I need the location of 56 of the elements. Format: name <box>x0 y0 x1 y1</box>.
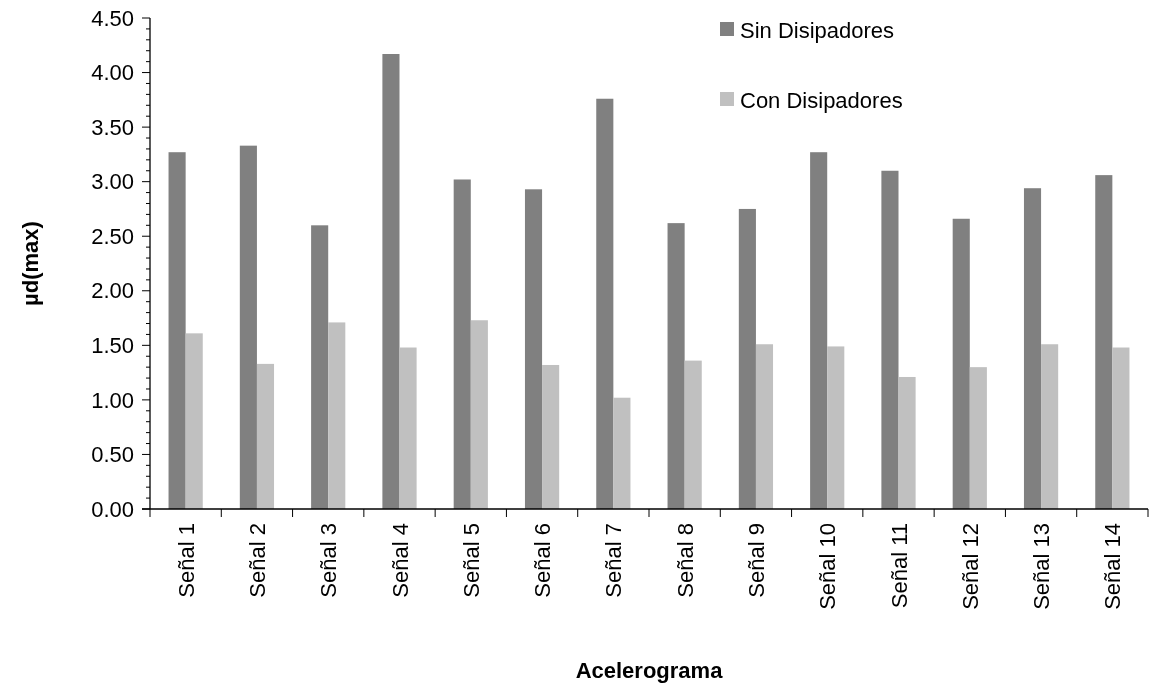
bar <box>969 367 987 509</box>
y-tick-label: 1.00 <box>91 387 134 413</box>
bar <box>1095 175 1113 509</box>
legend-label: Sin Disipadores <box>740 17 895 43</box>
bar <box>952 218 970 509</box>
bar <box>524 189 543 509</box>
bar <box>1112 347 1130 509</box>
y-tick-label: 4.00 <box>91 60 134 86</box>
bar <box>382 54 400 509</box>
bar <box>755 344 774 509</box>
bar <box>185 333 203 509</box>
bar <box>542 364 560 509</box>
bar <box>684 360 702 509</box>
bar <box>453 179 471 509</box>
bar <box>328 322 346 509</box>
bar <box>256 363 275 509</box>
bar <box>738 208 756 509</box>
y-tick-label: 2.00 <box>91 278 134 304</box>
bar <box>1023 188 1042 509</box>
x-tick-label: Señal 14 <box>1100 523 1126 610</box>
y-axis-title: µd(max) <box>18 221 43 306</box>
bar <box>881 170 899 509</box>
bar <box>239 145 257 509</box>
x-tick-label: Señal 4 <box>387 523 413 598</box>
x-tick-label: Señal 6 <box>530 523 556 598</box>
y-tick-label: 4.50 <box>91 5 134 31</box>
bar <box>667 223 685 509</box>
x-axis-title: Acelerograma <box>575 658 724 683</box>
bar <box>810 152 828 509</box>
x-tick-label: Señal 11 <box>886 523 912 609</box>
bar <box>827 346 845 509</box>
y-tick-label: 3.00 <box>91 169 134 195</box>
x-tick-label: Señal 13 <box>1029 523 1055 610</box>
x-tick-label: Señal 3 <box>316 523 342 598</box>
x-tick-label: Señal 5 <box>458 523 484 598</box>
bar <box>1041 344 1059 509</box>
bar <box>613 397 631 509</box>
bar <box>898 376 916 509</box>
bar <box>470 320 488 509</box>
x-tick-label: Señal 10 <box>815 523 841 610</box>
bar <box>596 98 614 509</box>
x-tick-label: Señal 1 <box>173 523 199 598</box>
x-tick-label: Señal 7 <box>601 523 627 598</box>
x-tick-label: Señal 12 <box>957 523 983 610</box>
bar <box>399 347 417 509</box>
bar <box>311 225 329 509</box>
legend-label: Con Disipadores <box>740 87 903 113</box>
y-tick-label: 0.50 <box>91 442 134 468</box>
y-tick-label: 0.00 <box>91 496 134 522</box>
y-tick-label: 3.50 <box>91 114 134 140</box>
y-tick-label: 2.50 <box>91 223 134 249</box>
x-tick-label: Señal 8 <box>672 523 698 598</box>
y-tick-label: 1.50 <box>91 333 134 359</box>
x-tick-label: Señal 9 <box>743 523 769 598</box>
bar <box>168 152 186 509</box>
x-tick-label: Señal 2 <box>244 523 270 598</box>
